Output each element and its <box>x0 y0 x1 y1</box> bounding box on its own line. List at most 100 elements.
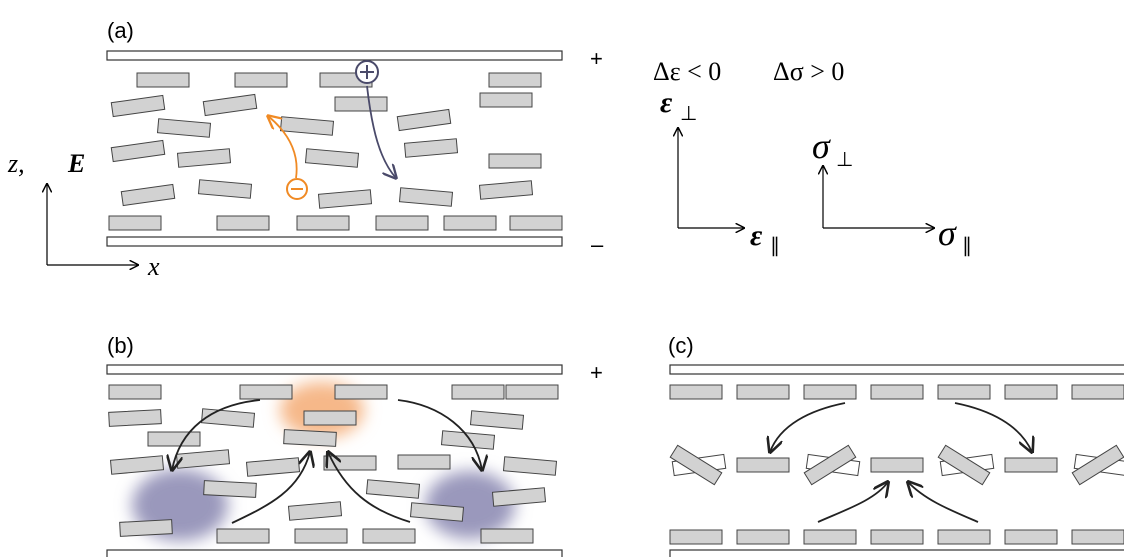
molecule <box>937 444 991 486</box>
molecule <box>505 384 559 400</box>
charge-path <box>366 85 396 178</box>
molecule <box>375 215 429 231</box>
molecule <box>362 528 416 544</box>
molecule <box>239 384 293 400</box>
molecule <box>245 457 301 477</box>
hop-arrow <box>397 399 482 470</box>
hop-arrow <box>908 482 979 523</box>
molecule <box>109 455 165 475</box>
hop-arrow <box>817 482 888 523</box>
electrode <box>106 236 563 247</box>
sigma-symbol: σ <box>812 126 831 166</box>
molecule <box>870 457 924 473</box>
eps-symbol: ε <box>660 86 673 119</box>
par-subscript: ∥ <box>962 235 972 257</box>
molecule <box>398 187 454 207</box>
hop-arrow <box>231 452 310 524</box>
molecule <box>491 487 547 507</box>
molecule <box>440 430 496 450</box>
molecule <box>108 409 162 427</box>
molecule <box>803 444 857 486</box>
molecule <box>509 215 563 231</box>
molecule <box>216 215 270 231</box>
molecule <box>365 479 421 499</box>
molecule <box>234 72 288 88</box>
molecule <box>488 153 542 169</box>
axis-label-z: z, <box>7 149 25 178</box>
molecule <box>502 456 558 476</box>
electrode <box>106 364 563 375</box>
molecule <box>669 529 723 545</box>
molecule <box>1004 384 1058 400</box>
molecule <box>396 108 452 132</box>
electrode-sign: – <box>591 545 604 557</box>
molecule <box>669 384 723 400</box>
molecule <box>175 449 231 469</box>
conductivity-anisotropy: Δσ > 0 <box>773 57 844 86</box>
sigma-symbol: σ <box>938 213 957 253</box>
molecule <box>451 384 505 400</box>
molecule <box>202 93 258 117</box>
molecule <box>119 519 173 537</box>
molecule <box>216 528 270 544</box>
eps-symbol: ε <box>750 219 763 252</box>
molecule <box>304 148 360 168</box>
molecule <box>108 384 162 400</box>
molecule <box>147 431 201 447</box>
electrode-sign: + <box>590 360 603 385</box>
molecule <box>108 215 162 231</box>
molecule <box>317 189 373 209</box>
charge-cloud-negative <box>425 471 515 539</box>
molecule <box>488 72 542 88</box>
molecule <box>1004 529 1058 545</box>
electrode <box>669 364 1124 375</box>
electrode-sign: – <box>591 232 604 257</box>
molecule <box>479 92 533 108</box>
perp-subscript: ⊥ <box>680 103 697 125</box>
electrode <box>669 549 1124 557</box>
molecule <box>403 138 459 158</box>
molecule <box>736 529 790 545</box>
hop-arrow <box>172 399 261 470</box>
molecule <box>870 384 924 400</box>
hop-arrow <box>328 452 411 523</box>
axes <box>47 128 934 265</box>
par-subscript: ∥ <box>770 235 780 257</box>
axis-label-e: E <box>67 149 85 178</box>
perp-subscript: ⊥ <box>836 149 853 171</box>
molecule <box>937 529 991 545</box>
molecule <box>334 384 388 400</box>
panel-label: (c) <box>668 333 694 358</box>
panel-label: (a) <box>107 18 134 43</box>
molecule <box>478 180 534 200</box>
molecule <box>303 410 357 426</box>
molecule <box>870 529 924 545</box>
molecule <box>294 528 348 544</box>
electrode <box>106 549 563 557</box>
molecule <box>110 139 166 163</box>
panel-label: (b) <box>107 333 134 358</box>
molecule <box>334 96 388 112</box>
charge-path <box>268 116 298 179</box>
axis-label-x: x <box>147 252 160 281</box>
molecule <box>937 384 991 400</box>
molecule <box>110 94 166 118</box>
molecule <box>803 529 857 545</box>
hop-arrow <box>954 402 1032 452</box>
molecule <box>480 528 534 544</box>
molecule <box>156 118 212 138</box>
molecule <box>443 215 497 231</box>
molecule <box>803 384 857 400</box>
positive-charge <box>360 65 374 79</box>
electrode-sign: + <box>590 46 603 71</box>
molecule <box>736 457 790 473</box>
electrode <box>106 50 563 61</box>
hop-arrow <box>770 402 846 452</box>
molecule <box>176 148 232 168</box>
molecule <box>120 183 176 207</box>
dielectric-anisotropy: Δε < 0 <box>653 57 721 86</box>
molecule <box>1071 444 1124 486</box>
molecule <box>409 502 465 522</box>
molecule <box>1071 384 1124 400</box>
